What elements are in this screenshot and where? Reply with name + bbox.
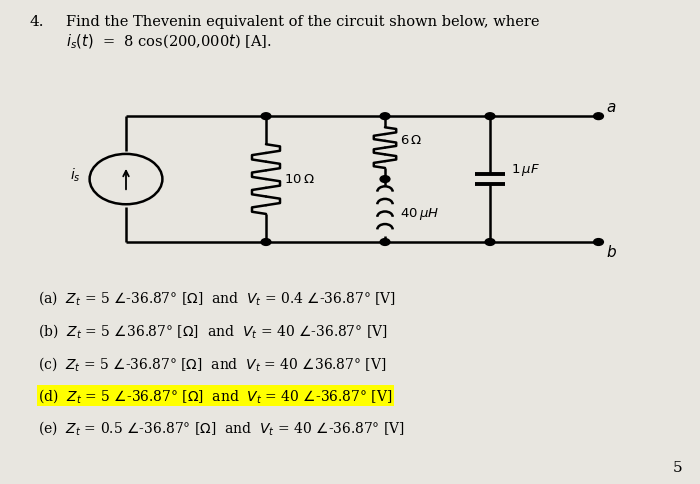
Circle shape bbox=[594, 113, 603, 120]
Text: $b$: $b$ bbox=[606, 244, 617, 260]
Text: $10\,\Omega$: $10\,\Omega$ bbox=[284, 173, 314, 185]
Text: (e)  $Z_t$ = 0.5 $\angle$-36.87° [$\Omega$]  and  $V_t$ = 40 $\angle$-36.87° [V]: (e) $Z_t$ = 0.5 $\angle$-36.87° [$\Omega… bbox=[38, 420, 405, 437]
Text: $i_s$: $i_s$ bbox=[71, 166, 81, 184]
Text: (a)  $Z_t$ = 5 $\angle$-36.87° [$\Omega$]  and  $V_t$ = 0.4 $\angle$-36.87° [V]: (a) $Z_t$ = 5 $\angle$-36.87° [$\Omega$]… bbox=[38, 289, 397, 306]
Text: $i_s(t)$  =  8 cos(200,000$t$) [A].: $i_s(t)$ = 8 cos(200,000$t$) [A]. bbox=[66, 33, 272, 51]
Text: $1\,\mu F$: $1\,\mu F$ bbox=[511, 162, 540, 179]
Text: Find the Thevenin equivalent of the circuit shown below, where: Find the Thevenin equivalent of the circ… bbox=[66, 15, 540, 30]
Circle shape bbox=[485, 239, 495, 245]
Circle shape bbox=[261, 113, 271, 120]
Circle shape bbox=[261, 239, 271, 245]
Text: (b)  $Z_t$ = 5 $\angle$36.87° [$\Omega$]  and  $V_t$ = 40 $\angle$-36.87° [V]: (b) $Z_t$ = 5 $\angle$36.87° [$\Omega$] … bbox=[38, 323, 388, 340]
Circle shape bbox=[380, 239, 390, 245]
Text: (c)  $Z_t$ = 5 $\angle$-36.87° [$\Omega$]  and  $V_t$ = 40 $\angle$36.87° [V]: (c) $Z_t$ = 5 $\angle$-36.87° [$\Omega$]… bbox=[38, 355, 387, 373]
Circle shape bbox=[380, 113, 390, 120]
Text: $6\,\Omega$: $6\,\Omega$ bbox=[400, 134, 423, 147]
Text: $a$: $a$ bbox=[606, 101, 616, 115]
Text: 5: 5 bbox=[673, 461, 682, 475]
Text: 4.: 4. bbox=[29, 15, 44, 30]
Circle shape bbox=[594, 239, 603, 245]
Text: (d)  $Z_t$ = 5 $\angle$-36.87° [$\Omega$]  and  $V_t$ = 40 $\angle$-36.87° [V]: (d) $Z_t$ = 5 $\angle$-36.87° [$\Omega$]… bbox=[38, 387, 393, 405]
Circle shape bbox=[485, 113, 495, 120]
Circle shape bbox=[380, 176, 390, 182]
Text: $40\,\mu H$: $40\,\mu H$ bbox=[400, 206, 440, 223]
